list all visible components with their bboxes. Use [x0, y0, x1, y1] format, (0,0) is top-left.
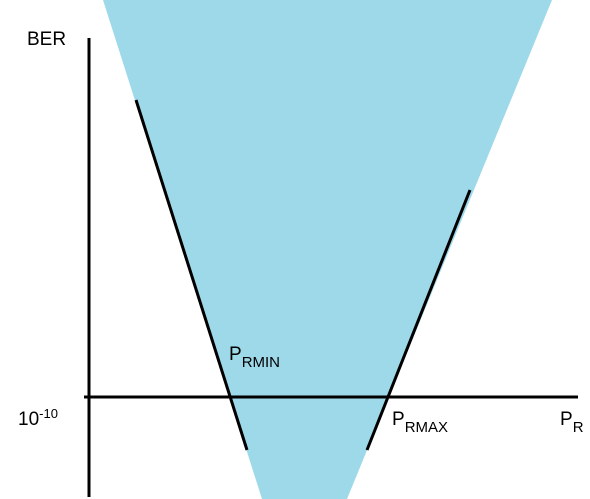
- x-axis-subscript: R: [572, 419, 584, 436]
- x-axis-label: PR: [560, 409, 584, 435]
- y-axis-label: BER: [27, 29, 67, 50]
- ber-curve-high-power: [365, 189, 472, 451]
- pr-min-main: P: [229, 344, 242, 365]
- x-axis-main: P: [560, 409, 573, 430]
- threshold-base: 10: [18, 409, 40, 430]
- pr-max-label: PRMAX: [392, 409, 448, 435]
- operating-window-region: [103, 0, 552, 499]
- pr-max-main: P: [392, 409, 405, 430]
- ber-curve-low-power: [134, 99, 249, 451]
- threshold-exponent: -10: [39, 406, 58, 421]
- pr-min-label: PRMIN: [229, 344, 280, 370]
- pr-max-subscript: RMAX: [404, 419, 449, 436]
- threshold-label: 10-10: [18, 407, 58, 430]
- pr-min-subscript: RMIN: [241, 354, 281, 371]
